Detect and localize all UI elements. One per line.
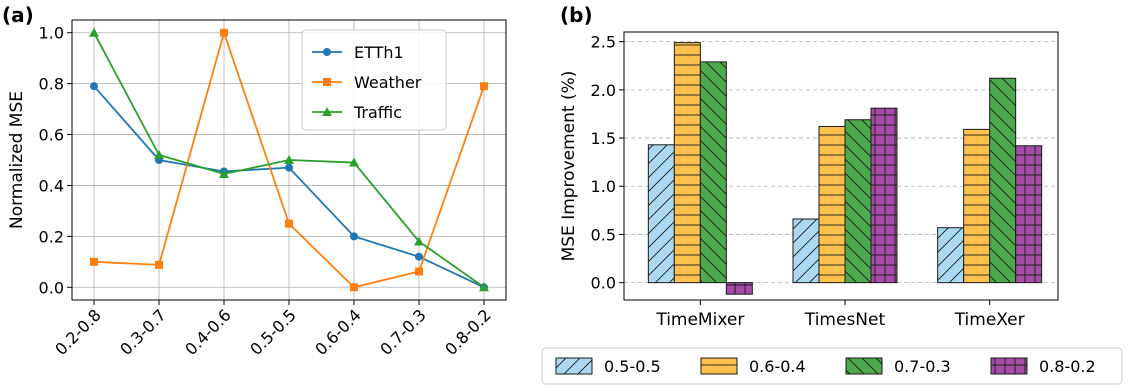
x-tick-label: 0.3-0.7 <box>116 305 170 359</box>
x-tick-label: TimesNet <box>804 310 886 330</box>
bar-hatch <box>792 218 820 284</box>
x-tick-label: TimeXer <box>954 310 1025 330</box>
x-tick-labels: TimeMixer TimesNet TimeXer <box>655 300 1025 330</box>
legend-marker <box>322 107 332 116</box>
series-markers <box>89 27 489 292</box>
x-tick-label: 0.7-0.3 <box>376 305 430 359</box>
bar-hatch <box>725 282 753 295</box>
data-point <box>415 267 423 276</box>
legend-entry: 0.6-0.4 <box>749 357 806 376</box>
y-tick-label: 1.0 <box>39 24 64 43</box>
legend-entry: Weather <box>354 73 422 92</box>
bar-hatch <box>963 128 991 284</box>
data-point <box>285 219 293 228</box>
y-tick-label: 0.0 <box>591 274 616 293</box>
data-point <box>479 282 489 292</box>
data-point <box>415 252 423 261</box>
bar-hatch <box>1015 145 1043 284</box>
data-point <box>219 169 229 178</box>
bar-chart-panel: (b) 0.0 0.5 1.0 1.5 2.0 2.5 TimeMixer TimesNet… <box>541 3 1123 385</box>
x-tick-label: 0.5-0.5 <box>246 305 300 359</box>
bar-hatch <box>937 227 965 284</box>
y-tick-label: 2.0 <box>591 81 616 100</box>
legend-box <box>301 29 447 131</box>
panel-label-b: (b) <box>560 3 593 27</box>
y-axis-label: MSE Improvement (%) <box>559 71 579 262</box>
plot-frame <box>623 31 1059 301</box>
y-tick-label: 2.5 <box>591 33 616 52</box>
x-tick-label: TimeMixer <box>655 310 744 330</box>
bars <box>647 42 1043 295</box>
y-tick-label: 0.5 <box>591 225 616 244</box>
legend-marker <box>323 78 331 86</box>
data-point <box>480 82 488 91</box>
y-tick-label: 0.6 <box>39 126 64 145</box>
legend-swatch-hatch <box>990 357 1028 375</box>
legend: 0.5-0.5 0.6-0.4 0.7-0.3 0.8-0.2 <box>541 347 1123 385</box>
data-point <box>285 163 293 172</box>
x-tick-label: 0.2-0.8 <box>51 305 105 359</box>
y-tick-label: 0.0 <box>39 278 64 297</box>
legend-entry: Traffic <box>353 103 402 122</box>
legend-entry: 0.8-0.2 <box>1039 357 1096 376</box>
data-point <box>155 260 163 269</box>
y-axis-label: Normalized MSE <box>7 91 27 229</box>
bar-hatch <box>989 77 1017 284</box>
y-tick-label: 1.0 <box>591 177 616 196</box>
x-tick-label: 0.8-0.2 <box>441 305 495 359</box>
legend-swatch-hatch <box>555 357 593 375</box>
y-tick-label: 0.8 <box>39 75 64 94</box>
legend-entry: 0.5-0.5 <box>604 357 661 376</box>
y-tick-labels: 0.0 0.2 0.4 0.6 0.8 1.0 <box>39 24 72 297</box>
bar-hatch <box>870 107 898 284</box>
data-point <box>90 82 98 91</box>
data-point <box>349 157 359 167</box>
legend-box <box>541 347 1123 385</box>
data-point <box>90 257 98 266</box>
data-point <box>350 232 358 241</box>
legend: ETTh1 Weather Traffic <box>301 29 447 131</box>
legend-swatch-hatch <box>845 357 883 375</box>
x-tick-label: 0.6-0.4 <box>311 305 365 359</box>
line-chart-panel: (a) 0.0 0.2 0.4 0.6 0.8 1.0 0.2-0.8 0.3-0.7 0.4… <box>2 3 507 359</box>
y-tick-label: 1.5 <box>591 129 616 148</box>
data-point <box>350 283 358 292</box>
data-point <box>154 149 164 159</box>
bar-hatch <box>699 61 727 284</box>
legend-entry: 0.7-0.3 <box>894 357 951 376</box>
panel-label-a: (a) <box>2 3 34 27</box>
bar-hatch <box>844 119 872 284</box>
data-point <box>414 236 424 246</box>
y-tick-label: 0.4 <box>39 176 64 195</box>
bar-hatch <box>673 42 701 284</box>
bar-hatch <box>818 125 846 284</box>
y-tick-label: 0.2 <box>39 227 64 246</box>
data-point <box>220 28 228 37</box>
y-tick-labels: 0.0 0.5 1.0 1.5 2.0 2.5 <box>591 33 624 293</box>
x-tick-label: 0.4-0.6 <box>181 305 235 359</box>
data-point <box>284 155 294 164</box>
legend-entry: ETTh1 <box>354 43 404 62</box>
data-point <box>89 27 99 37</box>
legend-marker <box>323 48 331 56</box>
bar-hatch <box>647 144 675 284</box>
legend-swatch-hatch <box>700 357 738 375</box>
x-tick-labels: 0.2-0.8 0.3-0.7 0.4-0.6 0.5-0.5 0.6-0.4 0.7-0… <box>51 300 495 359</box>
